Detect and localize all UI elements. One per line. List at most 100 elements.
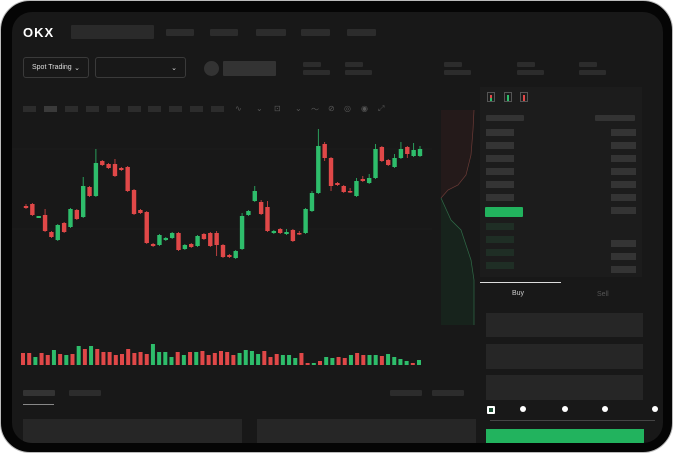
candle-up <box>398 149 404 158</box>
candle-down <box>341 186 346 192</box>
chart-type-icon[interactable]: ⊡ <box>274 104 281 113</box>
nav-item[interactable] <box>256 29 286 36</box>
filter-button[interactable] <box>432 390 464 396</box>
search-bar[interactable] <box>71 25 154 39</box>
volume-bar <box>330 358 335 365</box>
candle-up <box>373 149 378 178</box>
volume-bar <box>318 361 322 365</box>
indicator-icon[interactable]: ∿ <box>235 104 242 113</box>
settings-icon[interactable]: ◉ <box>361 104 368 113</box>
ask-row[interactable] <box>486 168 514 175</box>
bid-row[interactable] <box>486 223 514 230</box>
bid-row[interactable] <box>486 249 514 256</box>
timeframe-button[interactable] <box>86 106 99 112</box>
volume-bar <box>126 349 131 365</box>
candle-down <box>150 244 156 246</box>
nav-item[interactable] <box>301 29 330 36</box>
candle-up <box>271 231 277 233</box>
ask-row[interactable] <box>486 181 514 188</box>
timeframe-button[interactable] <box>190 106 203 112</box>
chevron-down-icon[interactable]: ⌄ <box>295 104 302 113</box>
tab-buy-indicator <box>480 282 561 283</box>
volume-bar <box>243 350 248 365</box>
candle-up <box>169 233 175 238</box>
timeframe-button[interactable] <box>169 106 182 112</box>
chevron-down-icon[interactable]: ⌄ <box>256 104 263 113</box>
orders-panel <box>23 419 242 443</box>
candle-up <box>303 209 308 233</box>
timeframe-button[interactable] <box>23 106 36 112</box>
total-input[interactable] <box>486 375 643 400</box>
last-price[interactable] <box>485 207 523 217</box>
amount-slider[interactable] <box>490 420 655 421</box>
orderbook-bids-icon[interactable] <box>504 92 512 102</box>
slider-stop-75[interactable] <box>602 406 608 412</box>
volume-bar <box>212 353 217 365</box>
volume-bar <box>379 356 384 365</box>
order-amount <box>611 129 636 136</box>
ask-row[interactable] <box>486 155 514 162</box>
tab-open-orders[interactable] <box>23 390 55 396</box>
timeframe-button[interactable] <box>44 106 57 112</box>
volume-bar <box>373 355 378 365</box>
slider-stop-100[interactable] <box>652 406 658 412</box>
nav-item[interactable] <box>166 29 194 36</box>
okx-logo[interactable]: OKX <box>23 25 55 40</box>
volume-bar <box>27 353 32 365</box>
candle-down <box>131 190 137 214</box>
timeframe-button[interactable] <box>128 106 141 112</box>
ask-row[interactable] <box>486 142 514 149</box>
buy-submit-button[interactable] <box>486 429 644 443</box>
candle-down <box>347 191 353 193</box>
order-amount <box>611 266 636 273</box>
volume-bar <box>417 360 421 365</box>
candlestick-chart[interactable] <box>12 112 432 382</box>
candle-down <box>119 168 124 170</box>
candle-up <box>309 193 315 211</box>
amount-input[interactable] <box>486 344 643 369</box>
timeframe-button[interactable] <box>107 106 120 112</box>
trading-screen: OKX Spot Trading ⌄ ⌄ ∿ ⌄ ⊡ ⌄ 〜 ⊘ ◎ ◉ ⤢ <box>12 12 663 443</box>
volume-bar <box>398 359 403 365</box>
bid-row[interactable] <box>486 236 514 243</box>
candle-down <box>328 158 334 186</box>
camera-icon[interactable]: ◎ <box>344 104 351 113</box>
draw-icon[interactable]: ⊘ <box>328 104 335 113</box>
volume-bar <box>410 363 415 365</box>
candle-down <box>42 215 48 231</box>
timeframe-button[interactable] <box>211 106 224 112</box>
order-amount <box>611 207 636 214</box>
volume-bar <box>324 357 329 365</box>
ask-row[interactable] <box>486 194 514 201</box>
volume-bar <box>355 353 360 365</box>
depth-chart <box>440 110 475 325</box>
slider-handle[interactable] <box>487 406 495 414</box>
slider-stop-50[interactable] <box>562 406 568 412</box>
price-input[interactable] <box>486 313 643 337</box>
timeframe-button[interactable] <box>148 106 161 112</box>
fullscreen-icon[interactable]: ⤢ <box>378 104 385 113</box>
ask-row[interactable] <box>486 129 514 136</box>
nav-item[interactable] <box>347 29 376 36</box>
tab-sell[interactable]: Sell <box>597 291 609 298</box>
candle-up <box>366 178 372 183</box>
coin-icon <box>204 61 219 76</box>
candle-down <box>277 229 283 233</box>
volume-bar <box>256 354 261 365</box>
pair-dropdown[interactable]: ⌄ <box>95 57 186 78</box>
filter-button[interactable] <box>390 390 422 396</box>
orderbook-asks-icon[interactable] <box>520 92 528 102</box>
timeframe-button[interactable] <box>65 106 78 112</box>
market-type-dropdown[interactable]: Spot Trading ⌄ <box>23 57 89 78</box>
line-tool-icon[interactable]: 〜 <box>311 105 319 114</box>
volume-bar <box>342 358 347 365</box>
nav-item[interactable] <box>210 29 238 36</box>
order-amount <box>611 194 636 201</box>
slider-stop-25[interactable] <box>520 406 526 412</box>
volume-bar <box>200 351 205 365</box>
volume-bar <box>188 352 193 365</box>
bid-row[interactable] <box>486 262 514 269</box>
tab-order-history[interactable] <box>69 390 101 396</box>
orderbook-both-icon[interactable] <box>487 92 495 102</box>
tab-buy[interactable]: Buy <box>512 290 525 297</box>
